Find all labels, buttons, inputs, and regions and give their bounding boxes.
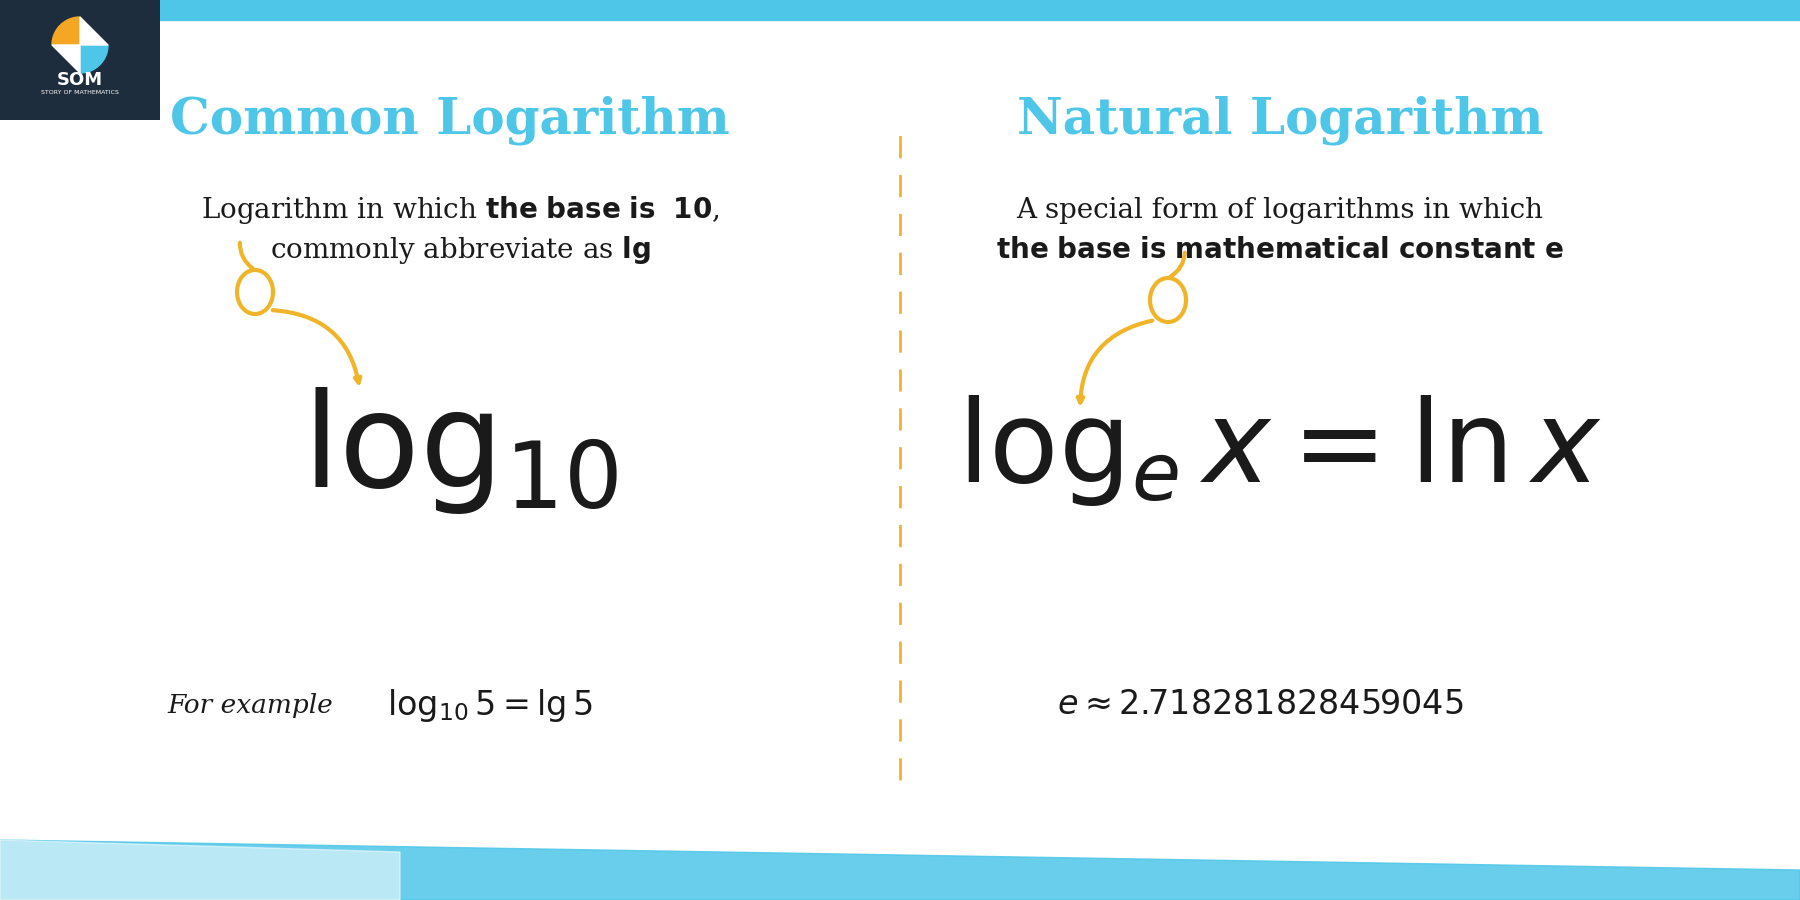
Polygon shape [0,840,1800,900]
Text: commonly abbreviate as $\mathbf{lg}$: commonly abbreviate as $\mathbf{lg}$ [270,234,650,266]
Text: STORY OF MATHEMATICS: STORY OF MATHEMATICS [41,89,119,94]
Text: $\log_{10}$: $\log_{10}$ [302,384,617,516]
Text: A special form of logarithms in which: A special form of logarithms in which [1017,196,1544,223]
Text: $\mathbf{the\ base\ is\ mathematical\ constant\ e}$: $\mathbf{the\ base\ is\ mathematical\ co… [995,237,1564,264]
Text: Common Logarithm: Common Logarithm [171,95,729,145]
Polygon shape [79,45,108,73]
Polygon shape [79,17,108,45]
Polygon shape [0,0,1800,20]
Polygon shape [52,17,79,45]
Text: SOM: SOM [58,71,103,89]
Text: $\log_{10} 5 = \lg 5$: $\log_{10} 5 = \lg 5$ [387,687,592,724]
FancyBboxPatch shape [0,0,160,120]
Text: For example: For example [167,692,333,717]
Text: $\log_e x = \ln x$: $\log_e x = \ln x$ [958,392,1602,508]
Text: $e \approx 2.718281828459045$: $e \approx 2.718281828459045$ [1057,689,1463,721]
Polygon shape [0,840,400,900]
Text: Natural Logarithm: Natural Logarithm [1017,95,1543,145]
Text: Logarithm in which $\mathbf{the\ base\ is\ \ 10}$,: Logarithm in which $\mathbf{the\ base\ i… [200,194,720,226]
Polygon shape [52,45,79,73]
